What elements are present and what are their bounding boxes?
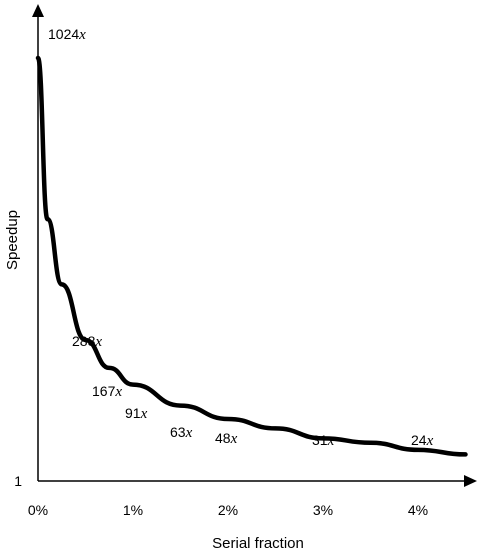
data-label: 24x (411, 432, 434, 449)
data-label: 31x (312, 432, 335, 449)
x-axis-arrow (464, 475, 477, 487)
x-tick-label: 3% (313, 502, 333, 518)
x-tick-label: 0% (28, 502, 48, 518)
data-label: 91x (125, 405, 148, 422)
y-axis-arrow (32, 4, 44, 17)
speedup-curve (35, 55, 468, 457)
x-axis-label: Serial fraction (212, 535, 304, 552)
x-tick-labels: 0% 1% 2% 3% 4% (28, 502, 428, 518)
x-tick-label: 4% (408, 502, 428, 518)
data-label: 48x (215, 430, 238, 447)
x-tick-label: 1% (123, 502, 143, 518)
y-axis-label: Speedup (4, 210, 21, 270)
data-label: 63x (170, 424, 193, 441)
data-label: 288x (72, 333, 102, 350)
y-tick-labels: 1 (14, 473, 22, 489)
data-label: 1024x (48, 26, 86, 43)
x-tick-label: 2% (218, 502, 238, 518)
data-label: 167x (92, 383, 122, 400)
y-tick-label: 1 (14, 473, 22, 489)
